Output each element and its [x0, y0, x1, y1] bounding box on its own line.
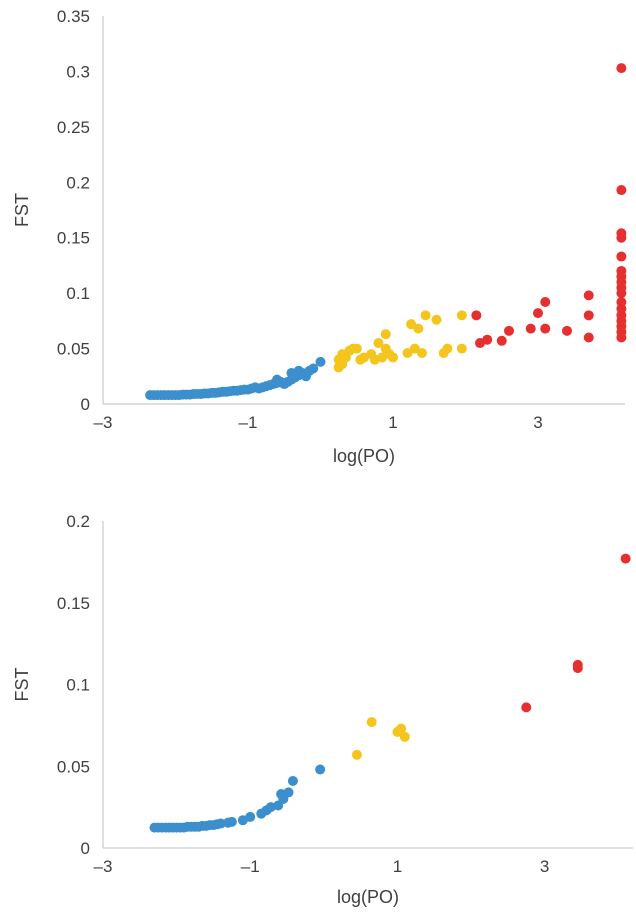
data-point-yellow [456, 310, 467, 321]
data-point-blue [272, 374, 282, 385]
data-point-yellow [431, 314, 442, 325]
data-point-yellow [396, 723, 407, 734]
data-point-red [616, 228, 627, 239]
data-point-yellow [373, 338, 384, 349]
data-point-red [540, 297, 551, 308]
y-tick-label: 0.1 [66, 284, 90, 303]
data-point-yellow [380, 329, 391, 340]
y-tick-label: 0.3 [66, 62, 90, 81]
x-tick-label: –3 [94, 857, 113, 876]
data-point-yellow [351, 343, 362, 354]
y-tick-label: 0 [81, 395, 90, 414]
data-point-red [583, 290, 594, 301]
data-point-red [533, 308, 543, 319]
data-point-red [616, 265, 627, 276]
y-tick-label: 0.2 [66, 173, 90, 192]
y-tick-label: 0 [81, 839, 90, 858]
data-point-red [471, 310, 482, 321]
x-tick-label: –1 [239, 413, 258, 432]
data-point-yellow [351, 749, 362, 760]
data-point-yellow [417, 348, 427, 359]
y-tick-label: 0.1 [66, 676, 90, 695]
x-axis-title: log(PO) [333, 446, 395, 466]
data-point-red [572, 659, 583, 670]
data-point-yellow [366, 717, 377, 728]
data-point-blue [293, 365, 304, 376]
y-axis-title: FST [12, 193, 32, 227]
data-point-yellow [388, 352, 398, 363]
data-point-red [616, 251, 627, 262]
data-point-blue [226, 816, 237, 827]
y-tick-label: 0.35 [57, 7, 90, 26]
data-point-blue [215, 818, 226, 829]
data-point-yellow [413, 323, 424, 334]
data-point-blue [283, 787, 294, 798]
chart-2: 0 0.05 0.1 0.15 0.2 –3 –1 1 3 log(PO) FST [12, 512, 633, 907]
data-point-red [525, 323, 536, 334]
x-tick-label: –3 [94, 413, 113, 432]
data-point-yellow [406, 319, 417, 330]
y-tick-label: 0.05 [57, 340, 90, 359]
data-point-blue [315, 356, 326, 367]
data-point-blue [287, 775, 298, 786]
y-axis-title: FST [12, 667, 32, 701]
y-tick-label: 0.2 [66, 512, 90, 531]
data-point-blue [315, 764, 326, 775]
y-tick-label: 0.25 [57, 118, 90, 137]
data-point-yellow [420, 310, 431, 321]
data-point-red [616, 63, 627, 74]
data-point-red [620, 553, 631, 564]
y-tick-label: 0.15 [57, 594, 90, 613]
chart-1: 0 0.05 0.1 0.15 0.2 0.25 0.3 0.35 –3 –1 1 3 log(PO) F… [12, 7, 627, 466]
x-axis-title: log(PO) [337, 887, 399, 907]
data-point-red [496, 335, 507, 346]
x-tick-label: 1 [393, 857, 402, 876]
y-tick-label: 0.05 [57, 757, 90, 776]
data-point-red [583, 310, 594, 321]
data-point-yellow [456, 343, 467, 354]
y-tick-label: 0.15 [57, 229, 90, 248]
data-point-red [616, 185, 627, 196]
data-point-red [540, 323, 551, 334]
x-tick-label: 3 [540, 857, 549, 876]
data-point-red [521, 702, 532, 713]
data-point-red [583, 332, 594, 343]
data-point-yellow [402, 348, 413, 359]
data-point-red [562, 325, 572, 336]
x-tick-label: 1 [388, 413, 397, 432]
data-point-blue [308, 363, 319, 374]
data-point-yellow [399, 731, 410, 742]
data-point-red [504, 325, 514, 336]
data-point-red [482, 334, 493, 345]
data-point-blue [245, 811, 256, 822]
data-point-red [616, 297, 627, 308]
x-tick-label: –1 [241, 857, 260, 876]
data-point-yellow [409, 343, 420, 354]
x-tick-label: 3 [533, 413, 542, 432]
data-point-yellow [442, 343, 453, 354]
